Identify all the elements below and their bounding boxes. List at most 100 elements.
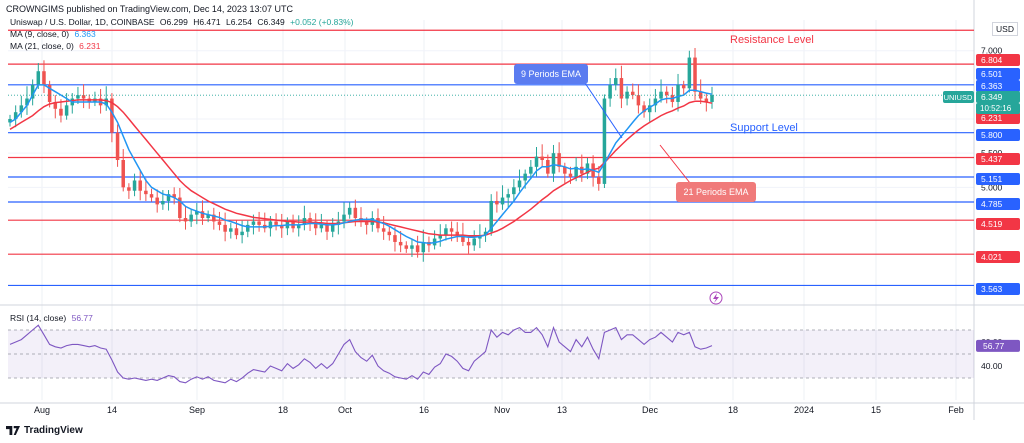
ma9-value: 6.363 xyxy=(74,29,96,39)
symbol-name: Uniswap / U.S. Dollar, 1D, COINBASE xyxy=(10,17,155,27)
candle-body xyxy=(25,98,29,106)
tradingview-logo[interactable]: TradingView xyxy=(6,425,83,436)
ma21-legend[interactable]: MA (21, close, 0) 6.231 xyxy=(10,41,100,51)
candle-body xyxy=(155,197,159,205)
candle-body xyxy=(132,180,137,191)
candle-body xyxy=(455,231,459,236)
candle-body xyxy=(347,207,352,215)
ma9-label: MA (9, close, 0) xyxy=(10,29,70,39)
candle-body xyxy=(195,211,199,215)
ticker-tag-label: UNIUSD xyxy=(944,93,973,102)
candle-body xyxy=(602,98,607,184)
candle-body xyxy=(206,214,210,219)
ma21-label: MA (21, close, 0) xyxy=(10,41,74,51)
candle-body xyxy=(313,221,318,229)
countdown-label: 10:52:16 xyxy=(980,104,1012,113)
candle-body xyxy=(240,231,244,236)
candle-body xyxy=(42,71,46,85)
candle-body xyxy=(630,91,635,96)
candle-body xyxy=(115,132,120,160)
ema9-callout-text: 9 Periods EMA xyxy=(521,69,581,79)
x-tick-label: 15 xyxy=(871,405,881,415)
candle-body xyxy=(81,95,86,99)
candle-body xyxy=(506,194,510,198)
candle-body xyxy=(483,231,488,236)
support-annotation: Support Level xyxy=(730,122,798,134)
candle-body xyxy=(234,228,239,236)
candle-body xyxy=(659,91,663,99)
ema21-callout-box xyxy=(676,182,756,202)
price-tag-label: 6.349 xyxy=(981,92,1003,102)
candle-body xyxy=(461,235,465,242)
change-value: +0.052 (+0.83%) xyxy=(290,17,354,27)
candle-body xyxy=(681,84,686,89)
candle-body xyxy=(495,200,499,205)
ema21-callout-text: 21 Periods EMA xyxy=(683,187,748,197)
candle-body xyxy=(647,105,652,113)
price-tag xyxy=(976,153,1020,165)
candle-body xyxy=(404,245,409,249)
candle-body xyxy=(410,245,414,249)
candle-body xyxy=(449,228,454,232)
candle-body xyxy=(500,197,505,205)
candle-body xyxy=(642,105,646,113)
x-tick-label: Oct xyxy=(338,405,353,415)
candle-body xyxy=(704,98,709,102)
high-value: H6.471 xyxy=(193,17,221,27)
candle-body xyxy=(342,214,346,222)
candle-body xyxy=(223,224,227,232)
ema9-callout-pointer xyxy=(584,82,623,139)
currency-label[interactable]: USD xyxy=(992,22,1018,36)
price-tag-label: 6.363 xyxy=(981,81,1003,91)
candle-body xyxy=(466,241,471,246)
candle-body xyxy=(13,112,18,120)
price-tag-label: 3.563 xyxy=(981,284,1003,294)
candle-body xyxy=(551,153,556,174)
countdown-tag xyxy=(976,103,1020,114)
candle-body xyxy=(472,238,476,246)
ma21-value: 6.231 xyxy=(79,41,101,51)
lightning-icon-glyph xyxy=(713,293,719,303)
x-tick-label: 14 xyxy=(107,405,117,415)
candle-body xyxy=(597,177,601,184)
symbol-line: Uniswap / U.S. Dollar, 1D, COINBASE O6.2… xyxy=(10,17,353,27)
candle-body xyxy=(387,231,392,236)
tradingview-logo-icon xyxy=(6,426,20,435)
resistance-annotation: Resistance Level xyxy=(730,34,814,46)
candle-body xyxy=(200,211,205,219)
candle-body xyxy=(540,156,544,160)
candle-body xyxy=(138,180,142,191)
candle-body xyxy=(517,180,522,188)
ma21-line xyxy=(9,99,713,237)
rsi-value-tag xyxy=(976,339,1020,352)
x-tick-label: Nov xyxy=(494,405,511,415)
candle-body xyxy=(625,91,629,99)
x-tick-label: 18 xyxy=(278,405,288,415)
candle-body xyxy=(557,153,561,167)
price-tag xyxy=(976,251,1020,263)
rsi-value-tag-label: 56.77 xyxy=(983,341,1005,351)
candle-body xyxy=(296,224,301,229)
candle-body xyxy=(251,221,256,225)
tradingview-logo-text: TradingView xyxy=(24,425,83,436)
rsi-legend[interactable]: RSI (14, close) 56.77 xyxy=(10,313,93,323)
ticker-tag xyxy=(943,91,974,103)
candle-body xyxy=(512,187,516,195)
candle-body xyxy=(376,218,380,229)
candle-body xyxy=(127,187,131,191)
candle-body xyxy=(229,228,233,232)
candle-body xyxy=(161,200,165,205)
candle-body xyxy=(19,105,24,113)
candle-body xyxy=(444,228,448,236)
x-tick-label: Sep xyxy=(189,405,205,415)
ma9-legend[interactable]: MA (9, close, 0) 6.363 xyxy=(10,29,96,39)
price-tag xyxy=(976,173,1020,185)
candle-body xyxy=(246,224,250,232)
candle-body xyxy=(534,156,539,167)
x-tick-label: 2024 xyxy=(794,405,814,415)
candle-body xyxy=(393,235,397,242)
candle-body xyxy=(279,224,284,229)
candle-body xyxy=(189,214,193,222)
price-tag xyxy=(976,54,1020,66)
ma9-line xyxy=(9,84,713,245)
